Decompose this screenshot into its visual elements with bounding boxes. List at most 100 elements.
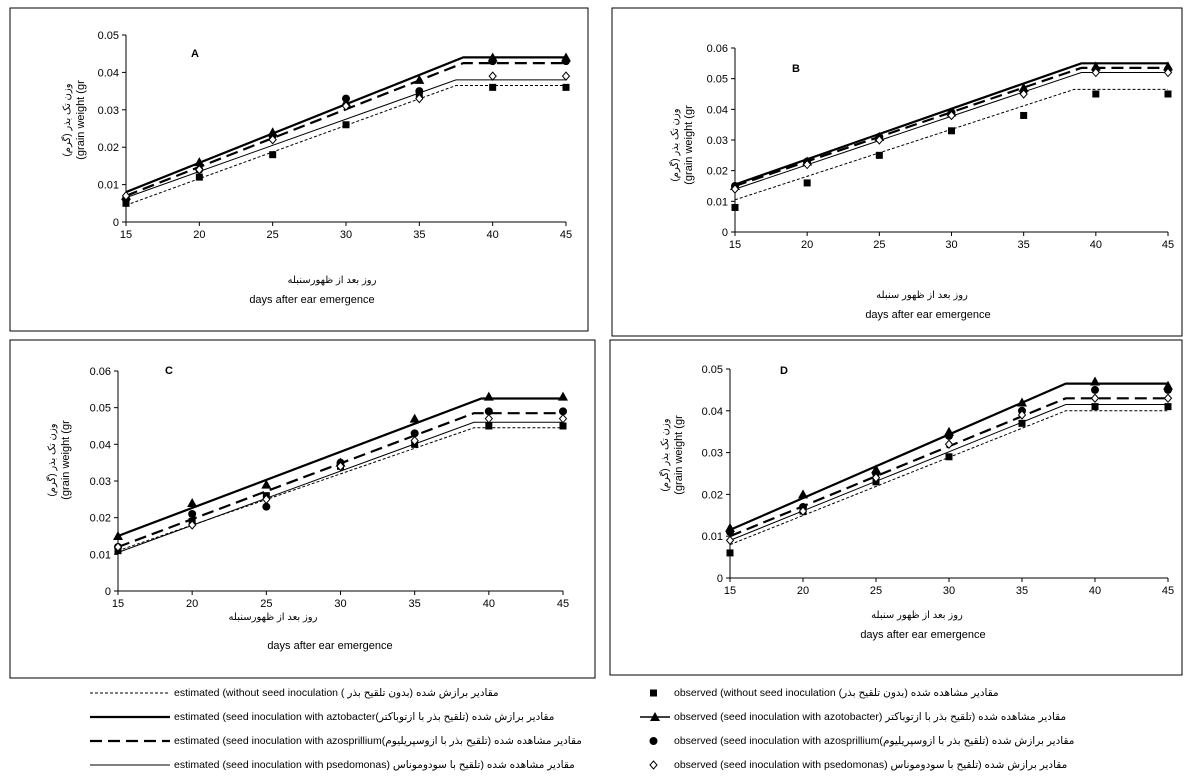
- marker-azotobacter: [483, 391, 494, 401]
- y-tick-label: 0.01: [90, 549, 111, 561]
- x-tick-label: 30: [943, 585, 955, 597]
- x-tick-label: 45: [560, 229, 572, 241]
- chart-panel-d: 0 0.01 0.02 0.03 0.04 0.05 15 20 25 30 35 40 45 D وزن …: [609, 339, 1183, 676]
- y-tick-label: 0.06: [707, 43, 728, 55]
- marker-without: [562, 83, 570, 91]
- marker-without: [1091, 403, 1099, 411]
- legend-observed-azospirillum: observed (seed inoculation with azospril…: [640, 732, 1074, 750]
- legend-line-azospirillum-icon: [90, 739, 170, 743]
- y-axis-label-fa: وزن تک بذر (گرم): [659, 418, 671, 491]
- marker-pseudomonas: [484, 413, 493, 424]
- y-tick-label: 0: [113, 217, 119, 229]
- x-tick-label: 25: [870, 585, 882, 597]
- marker-without: [269, 151, 277, 159]
- y-axis-label-en: (grain weight (gr: [673, 415, 685, 495]
- x-tick-label: 30: [340, 229, 352, 241]
- y-tick-label: 0.01: [98, 180, 119, 192]
- x-tick-label: 15: [724, 585, 736, 597]
- legend-square-marker-icon: [650, 689, 657, 697]
- marker-without: [1092, 90, 1100, 98]
- marker-pseudomonas: [1017, 410, 1027, 420]
- legend-observed-without: observed (without seed inoculation (مقاد…: [640, 684, 999, 702]
- legend-label: observed (without seed inoculation (مقاد…: [674, 687, 999, 699]
- marker-without: [803, 179, 811, 187]
- y-tick-label: 0.05: [90, 403, 111, 415]
- marker-azospirillum: [342, 94, 350, 103]
- x-tick-label: 25: [873, 239, 885, 251]
- x-tick-label: 15: [729, 239, 741, 251]
- marker-pseudomonas: [488, 71, 497, 81]
- x-axis-label-en: days after ear emergence: [249, 294, 374, 306]
- fitted-line-azotobacter: [117, 397, 563, 538]
- y-axis-label: وزن تک بذر (گرم) (grain weight (gr: [61, 80, 87, 160]
- marker-azotobacter: [558, 391, 568, 401]
- marker-azospirillum: [1164, 385, 1172, 394]
- y-tick-label: 0.02: [702, 489, 723, 501]
- marker-pseudomonas: [195, 164, 204, 175]
- x-tick-label: 35: [1018, 239, 1030, 251]
- y-tick-label: 0.03: [90, 476, 111, 488]
- x-tick-label: 40: [487, 229, 499, 241]
- y-tick-label: 0.04: [98, 67, 119, 79]
- fitted-line-without: [117, 427, 563, 552]
- x-axis-label-fa: روز بعد از ظهور سنبله: [871, 610, 963, 621]
- marker-pseudomonas: [803, 159, 812, 170]
- legend-estimated-pseudomonas: estimated (seed inoculation with psedomo…: [90, 756, 575, 774]
- marker-pseudomonas: [188, 520, 197, 530]
- marker-azospirillum: [415, 87, 424, 96]
- x-axis-label-fa: روز بعد از ظهور سنبله: [876, 290, 968, 301]
- marker-pseudomonas: [121, 191, 131, 201]
- marker-pseudomonas: [1091, 67, 1100, 78]
- marker-azospirillum: [562, 57, 570, 66]
- marker-without: [342, 121, 350, 129]
- x-tick-label: 40: [483, 598, 495, 610]
- panel-frame: [611, 7, 1183, 337]
- fitted-line-pseudomonas: [117, 421, 563, 553]
- marker-pseudomonas: [1019, 89, 1028, 99]
- x-tick-label: 35: [409, 598, 421, 610]
- legend-label: estimated (seed inoculation with aztobac…: [174, 711, 555, 723]
- x-tick-label: 15: [112, 598, 124, 610]
- marker-without: [731, 203, 739, 211]
- y-tick-label: 0.01: [702, 531, 723, 543]
- y-tick-label: 0.02: [707, 166, 728, 178]
- y-tick-label: 0.05: [707, 74, 728, 86]
- marker-pseudomonas: [336, 461, 345, 472]
- marker-azospirillum: [559, 407, 567, 416]
- y-tick-label: 0: [105, 586, 111, 598]
- y-axis-label-fa: وزن تک بذر (گرم): [669, 108, 681, 181]
- x-tick-label: 45: [1162, 239, 1174, 251]
- marker-without: [489, 83, 497, 91]
- marker-without: [195, 173, 203, 181]
- fitted-line-pseudomonas: [734, 72, 1168, 190]
- marker-without: [559, 422, 567, 430]
- x-tick-label: 20: [193, 229, 205, 241]
- legend-estimated-without: estimated (without seed inoculation ( مق…: [90, 684, 499, 702]
- legend-triangle-marker-icon: [640, 712, 670, 721]
- marker-pseudomonas: [875, 135, 884, 145]
- y-tick-label: 0.03: [702, 448, 723, 460]
- marker-azotobacter: [1017, 397, 1027, 407]
- chart-panel-b: 0 0.01 0.02 0.03 0.04 0.05 0.06 15 20 25 30 35 40 45 B…: [611, 7, 1183, 337]
- marker-pseudomonas: [341, 101, 351, 111]
- y-tick-label: 0.01: [707, 196, 728, 208]
- x-tick-label: 35: [413, 229, 425, 241]
- marker-without: [948, 127, 955, 135]
- x-axis-label-fa: روز بعد از ظهورسنبله: [229, 612, 318, 623]
- y-axis-label-en: (grain weight (gr: [683, 105, 695, 185]
- panel-letter: A: [191, 48, 199, 60]
- marker-azotobacter: [409, 413, 420, 423]
- marker-azospirillum: [262, 502, 271, 511]
- marker-azotobacter: [194, 157, 205, 167]
- x-tick-label: 20: [801, 239, 813, 251]
- marker-without: [1018, 419, 1026, 427]
- marker-azotobacter: [798, 489, 808, 499]
- marker-without: [485, 422, 493, 430]
- y-axis-label-en: (grain weight (gr: [75, 80, 87, 160]
- legend-label: estimated (without seed inoculation ( مق…: [174, 687, 499, 699]
- x-tick-label: 30: [945, 239, 957, 251]
- marker-pseudomonas: [113, 542, 123, 552]
- marker-without: [726, 549, 734, 557]
- marker-azotobacter: [261, 479, 272, 489]
- legend-line-without-icon: [90, 692, 170, 694]
